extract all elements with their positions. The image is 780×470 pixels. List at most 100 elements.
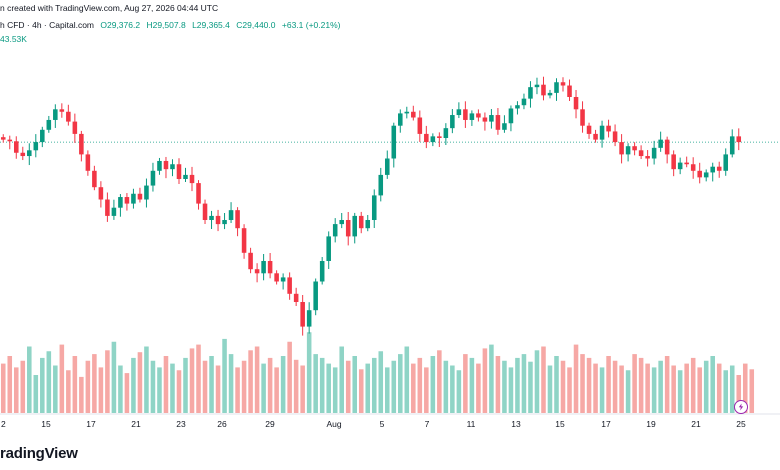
lightning-icon[interactable] — [734, 400, 748, 414]
candle-body — [124, 197, 130, 204]
candle-body — [306, 310, 312, 327]
volume-bar — [124, 373, 130, 413]
volume-bar — [710, 356, 715, 413]
volume-bar — [515, 357, 520, 413]
candle-body — [202, 203, 208, 220]
volume-bar — [612, 360, 618, 413]
candle-body — [176, 164, 182, 179]
candle-body — [593, 133, 598, 140]
candle-body — [170, 164, 175, 170]
volume-bar — [33, 375, 39, 413]
volume-bar — [625, 370, 631, 413]
volume-bar — [46, 351, 52, 413]
volume-bar — [716, 363, 722, 413]
candle-body — [98, 187, 104, 200]
candle-body — [398, 113, 403, 126]
volume-bar — [398, 354, 403, 413]
volume-bar — [521, 354, 527, 413]
candle-body — [261, 261, 266, 274]
volume-bar — [586, 357, 592, 413]
volume-bar — [742, 363, 748, 413]
volume-bar — [144, 346, 149, 413]
candle-body — [645, 156, 650, 159]
candle-body — [358, 215, 364, 229]
volume-bar — [280, 356, 286, 413]
volume-bar — [13, 367, 19, 413]
candle-body — [430, 136, 436, 143]
volume-bar — [150, 360, 156, 413]
candle-body — [521, 98, 527, 106]
candle-body — [111, 207, 117, 216]
volume-bar — [424, 367, 429, 413]
candle-body — [599, 125, 605, 140]
volume-bar — [508, 367, 514, 413]
candle-body — [508, 108, 514, 124]
volume-bar — [170, 363, 175, 413]
candle-body — [313, 281, 318, 311]
candle-body — [625, 146, 631, 155]
candle-body — [59, 109, 65, 112]
symbol-name[interactable]: h CFD · 4h · Capital.com — [0, 20, 94, 30]
volume-bar — [72, 356, 78, 413]
volume-bar — [658, 360, 663, 413]
volume-bar — [411, 363, 416, 413]
candle-body — [495, 115, 501, 130]
volume-bar — [697, 367, 702, 413]
volume-bar — [729, 365, 735, 413]
candle-body — [300, 302, 305, 327]
candle-body — [482, 117, 488, 122]
candle-body — [690, 164, 696, 171]
candle-body — [319, 261, 325, 282]
time-axis-label: 29 — [265, 419, 275, 429]
volume-bar — [567, 367, 572, 413]
candle-body — [580, 109, 585, 126]
candle-body — [424, 133, 429, 143]
volume-bar — [313, 354, 318, 413]
candle-body — [46, 119, 52, 130]
time-axis-label: 23 — [176, 419, 186, 429]
volume-bar — [677, 370, 683, 413]
volume-bar — [118, 365, 123, 413]
volume-bar — [358, 369, 364, 413]
volume-bar — [534, 350, 540, 413]
volume-bar — [157, 367, 162, 413]
candle-body — [469, 113, 475, 120]
candles — [0, 76, 742, 336]
candle-body — [671, 154, 676, 170]
candle-body — [345, 220, 351, 237]
tradingview-logo: radingView — [0, 443, 78, 463]
candle-body — [547, 92, 553, 96]
volume-bar — [209, 356, 214, 413]
volume-bar — [580, 354, 585, 413]
high-value: H29,507.8 — [146, 20, 186, 30]
candle-body — [612, 131, 618, 143]
candle-body — [554, 82, 559, 93]
volume-bar — [541, 346, 546, 413]
candle-body — [677, 162, 683, 170]
volume-bar — [463, 354, 468, 413]
candle-body — [710, 166, 715, 173]
candle-body — [228, 210, 234, 220]
candle-body — [651, 147, 657, 159]
volume-bar — [339, 346, 344, 413]
volume-bar — [437, 350, 442, 413]
candle-body — [326, 236, 331, 261]
volume-bar — [137, 352, 143, 413]
lightning-glyph-icon — [738, 403, 744, 411]
candle-body — [254, 269, 260, 274]
volume-bar — [111, 341, 117, 413]
time-axis-label: 21 — [691, 419, 701, 429]
candle-body — [567, 85, 572, 97]
open-value: O29,376.2 — [100, 20, 141, 30]
volume-bar — [560, 360, 566, 413]
volume-bars — [0, 332, 755, 413]
candle-body — [287, 277, 292, 294]
candle-body — [267, 261, 273, 274]
candle-body — [241, 228, 247, 253]
time-axis-label: 25 — [736, 419, 746, 429]
candle-body — [222, 220, 227, 225]
candle-body — [144, 185, 149, 200]
volume-bar — [749, 369, 755, 413]
volume-bar — [0, 363, 6, 413]
